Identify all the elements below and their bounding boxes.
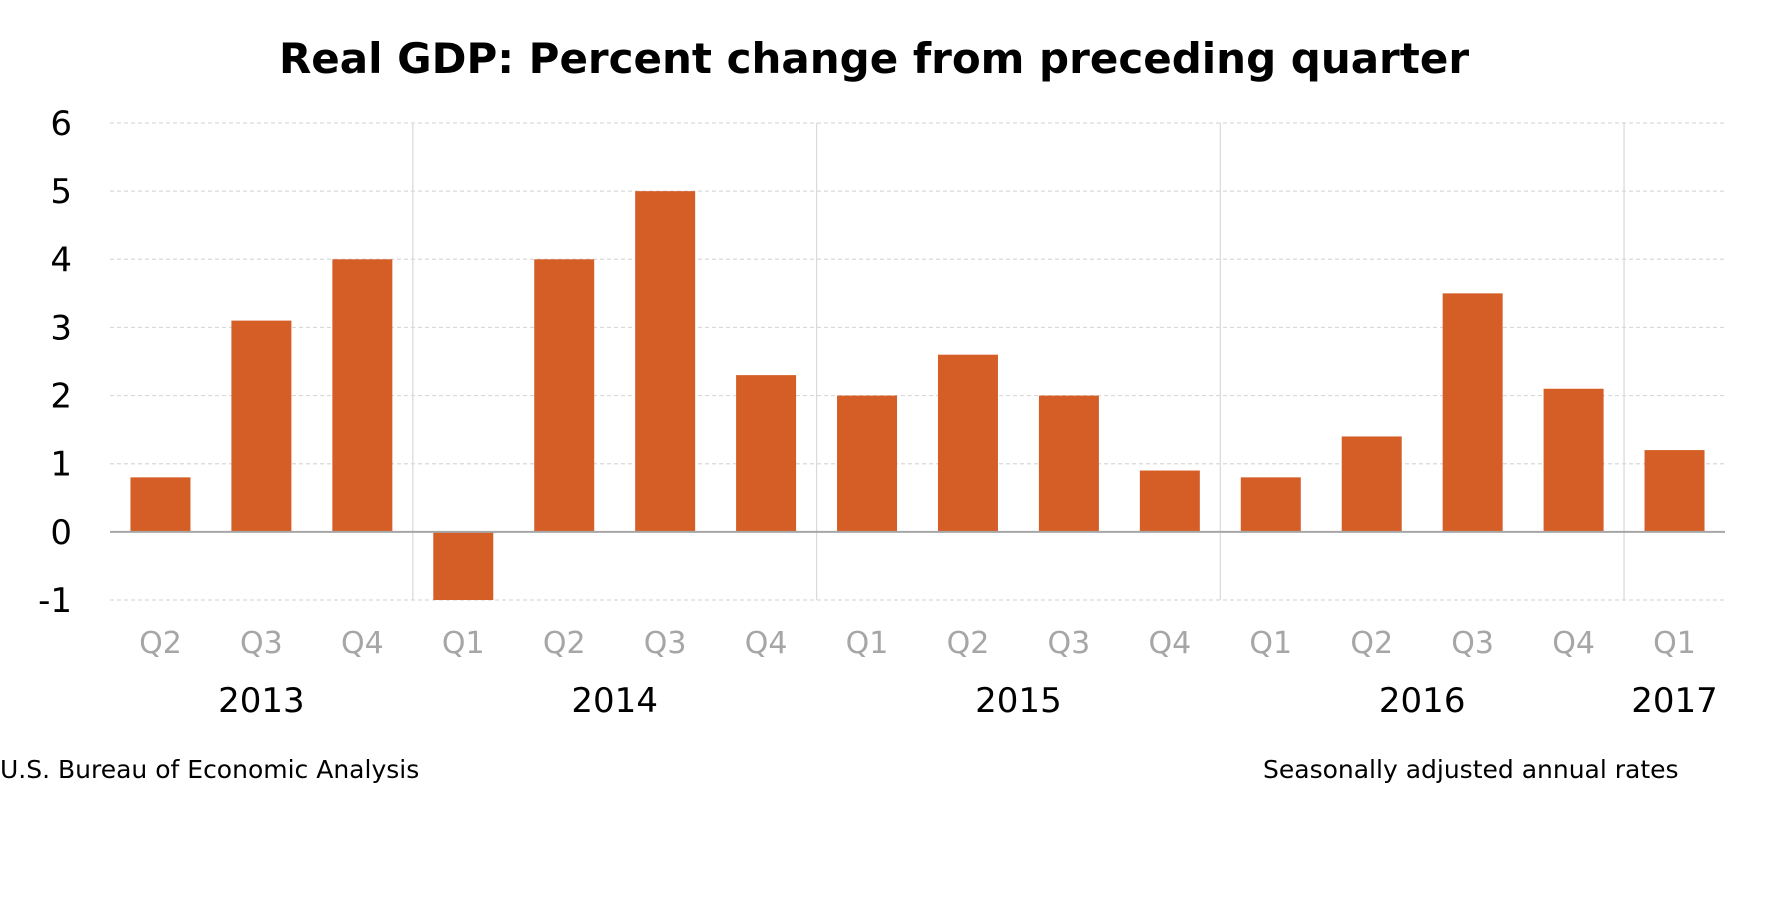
quarter-label: Q3 (240, 626, 283, 661)
bar-12 (1240, 477, 1301, 532)
bar-2 (231, 320, 292, 532)
quarter-label: Q4 (1148, 626, 1191, 661)
quarter-label: Q2 (543, 626, 586, 661)
quarter-label: Q3 (644, 626, 687, 661)
y-tick-label: 6 (50, 104, 72, 144)
quarter-label: Q4 (1552, 626, 1595, 661)
bar-3 (332, 259, 393, 532)
chart-title: Real GDP: Percent change from preceding … (279, 34, 1469, 83)
bar-4 (433, 531, 494, 600)
y-tick-label: -1 (38, 581, 72, 621)
quarter-label: Q1 (846, 626, 889, 661)
y-tick-label: 3 (50, 308, 72, 348)
y-tick-label: 0 (50, 513, 72, 553)
y-axis-ticks: 6 5 4 3 2 1 0 -1 (38, 104, 72, 621)
bar-10 (1038, 395, 1099, 532)
bar-8 (837, 395, 898, 532)
source-note: U.S. Bureau of Economic Analysis (0, 755, 419, 784)
y-tick-label: 5 (50, 172, 72, 212)
quarter-label: Q3 (1451, 626, 1494, 661)
bar-11 (1139, 470, 1200, 532)
bar-15 (1543, 388, 1604, 532)
year-label: 2013 (218, 681, 305, 721)
year-labels: 2013 2014 2015 2016 2017 (218, 681, 1718, 721)
y-tick-label: 4 (50, 240, 72, 280)
year-label: 2016 (1379, 681, 1466, 721)
bar-9 (937, 354, 998, 532)
year-label: 2014 (571, 681, 658, 721)
quarter-label: Q4 (341, 626, 384, 661)
bar-5 (534, 259, 595, 532)
year-separators (412, 123, 1625, 600)
y-tick-label: 2 (50, 377, 72, 417)
quarter-labels: Q2 Q3 Q4 Q1 Q2 Q3 Q4 Q1 Q2 Q3 Q4 Q1 Q2 Q3 Q4 Q1 (139, 626, 1696, 661)
bar-7 (736, 375, 797, 532)
bars (130, 191, 1705, 600)
quarter-label: Q2 (947, 626, 990, 661)
y-tick-label: 1 (50, 445, 72, 485)
year-label: 2017 (1631, 681, 1718, 721)
year-label: 2015 (975, 681, 1062, 721)
quarter-label: Q2 (1350, 626, 1393, 661)
bar-14 (1442, 293, 1503, 532)
quarter-label: Q1 (1249, 626, 1292, 661)
quarter-label: Q1 (442, 626, 485, 661)
bar-16 (1644, 450, 1705, 532)
quarter-label: Q4 (745, 626, 788, 661)
bar-13 (1341, 436, 1402, 532)
quarter-label: Q2 (139, 626, 182, 661)
bar-6 (635, 191, 696, 532)
quarter-label: Q1 (1653, 626, 1696, 661)
bar-1 (130, 477, 191, 532)
quarter-label: Q3 (1048, 626, 1091, 661)
rate-note: Seasonally adjusted annual rates (1263, 755, 1679, 784)
